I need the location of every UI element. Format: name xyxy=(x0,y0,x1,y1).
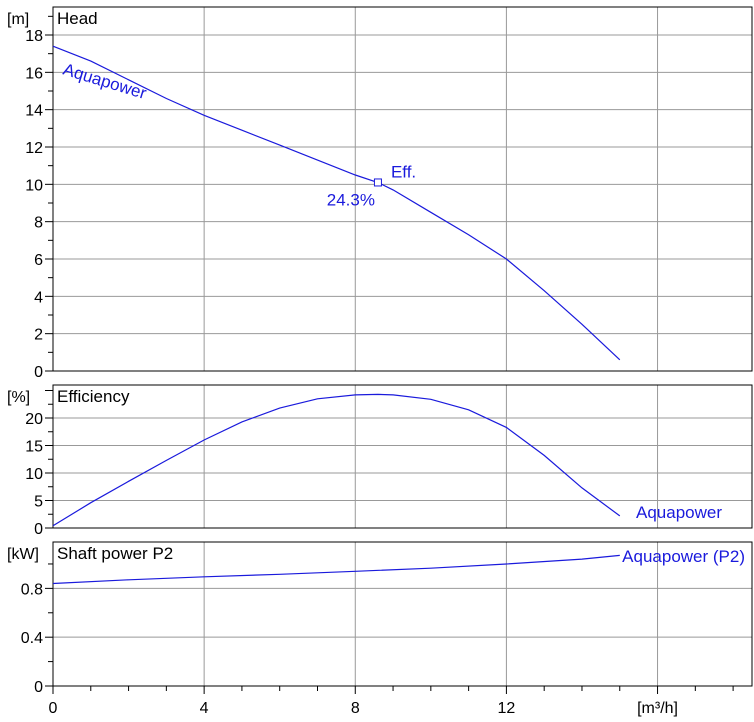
head-frame xyxy=(52,6,753,372)
x-tick-label: 4 xyxy=(200,700,209,717)
x-tick-label: 8 xyxy=(351,700,360,717)
head-ytick-label: 12 xyxy=(25,140,43,157)
x-tick-label: 0 xyxy=(49,700,58,717)
efficiency-plot-area xyxy=(53,385,752,528)
efficiency-ytick-label: 10 xyxy=(25,466,43,483)
head-ytick-label: 0 xyxy=(34,364,43,381)
head-series-line-0 xyxy=(52,45,621,361)
shaft-power-ytick-label: 0.4 xyxy=(21,630,43,647)
x-tick-label: 12 xyxy=(498,700,516,717)
head-ytick-label: 18 xyxy=(25,28,43,45)
shaft-power-series-label: Aquapower (P2) xyxy=(622,547,745,566)
head-ytick-label: 8 xyxy=(34,215,43,232)
x-axis-unit: [m³/h] xyxy=(637,700,678,717)
shaft-power-ytick-label: 0 xyxy=(34,679,43,696)
efficiency-series-label: Aquapower xyxy=(636,503,722,522)
efficiency-frame xyxy=(52,384,753,529)
efficiency-ytick-label: 15 xyxy=(25,439,43,456)
shaft-power-frame xyxy=(52,541,753,687)
x-axis: 0 4 8 12 [m³/h] xyxy=(49,686,734,717)
head-plot-area xyxy=(53,7,752,371)
best-efficiency-value: 24.3% xyxy=(327,190,375,209)
shaft-power-series-line-0 xyxy=(52,554,620,585)
efficiency-title: Efficiency xyxy=(57,387,130,406)
head-ytick-label: 14 xyxy=(25,103,43,120)
head-ytick-label: 6 xyxy=(34,252,43,269)
efficiency-ylabel: [%] xyxy=(7,389,30,406)
efficiency-panel: 0 5 10 15 20 [%] Efficiency Aquapower xyxy=(7,384,753,538)
efficiency-ytick-label: 0 xyxy=(34,521,43,538)
efficiency-ytick-label: 5 xyxy=(34,494,43,511)
shaft-power-ytick-label: 0.8 xyxy=(21,581,43,598)
head-ytick-label: 2 xyxy=(34,327,43,344)
best-efficiency-label: Eff. xyxy=(391,162,416,181)
head-title: Head xyxy=(57,9,98,28)
shaft-power-panel: 0 0.4 0.8 [kW] Shaft power P2 Aquapower (P2) xyxy=(7,541,753,696)
head-ytick-label: 16 xyxy=(25,65,43,82)
shaft-power-plot-area xyxy=(53,542,752,686)
efficiency-series-line-0 xyxy=(52,393,621,527)
head-ylabel: [m] xyxy=(7,11,29,28)
shaft-power-title: Shaft power P2 xyxy=(57,544,173,563)
best-efficiency-point-marker xyxy=(373,178,382,187)
head-ytick-label: 4 xyxy=(34,289,43,306)
efficiency-ytick-label: 20 xyxy=(25,411,43,428)
shaft-power-ylabel: [kW] xyxy=(7,546,39,563)
head-ytick-label: 10 xyxy=(25,177,43,194)
